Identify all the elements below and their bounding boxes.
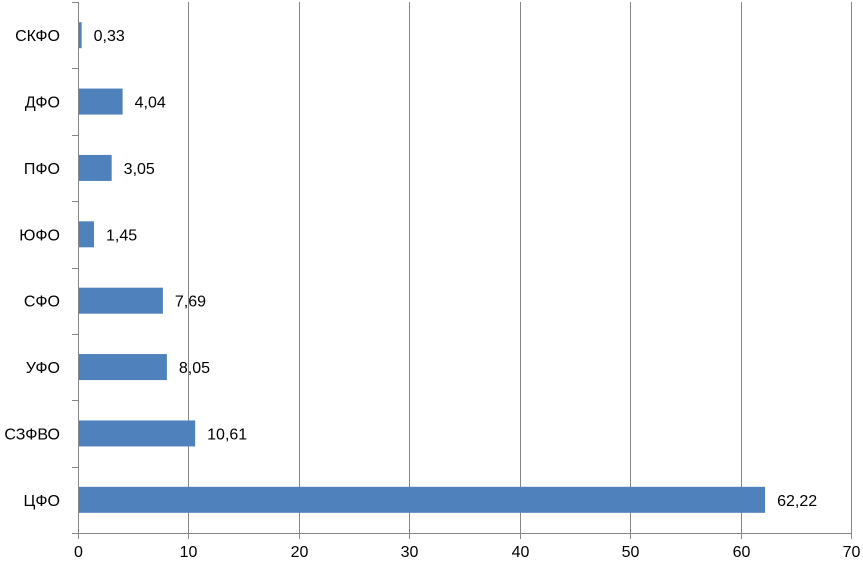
data-label: 8,05 — [179, 360, 210, 377]
category-label: УФО — [26, 360, 60, 377]
category-label: ЦФО — [24, 493, 60, 510]
data-label: 4,04 — [135, 95, 166, 112]
data-label: 0,33 — [94, 28, 125, 45]
bar-7 — [79, 420, 196, 447]
x-tick-label: 10 — [180, 544, 198, 561]
labels: 0 10 20 30 40 50 60 70 СКФО 0,33 ДФО 4,04 ПФО 3,05 ЮФО… — [4, 28, 860, 561]
bar-2 — [79, 88, 123, 115]
category-label: ДФО — [25, 95, 60, 112]
x-tick-label: 0 — [74, 544, 83, 561]
category-label: ПФО — [24, 161, 60, 178]
bar-4 — [79, 221, 95, 248]
data-label: 7,69 — [175, 294, 206, 311]
axes — [72, 2, 852, 539]
x-tick-label: 20 — [291, 544, 309, 561]
category-label: СФО — [24, 294, 60, 311]
category-label: ЮФО — [19, 227, 60, 244]
category-label: СЗФВО — [4, 426, 60, 443]
bar-1 — [79, 22, 82, 49]
bar-3 — [79, 154, 112, 181]
data-label: 1,45 — [106, 227, 137, 244]
bar-5 — [79, 287, 163, 314]
x-tick-label: 70 — [843, 544, 861, 561]
data-label: 10,61 — [207, 426, 247, 443]
data-label: 3,05 — [124, 161, 155, 178]
x-tick-label: 40 — [512, 544, 530, 561]
x-tick-label: 60 — [733, 544, 751, 561]
x-tick-label: 50 — [622, 544, 640, 561]
bars — [79, 22, 766, 513]
bar-6 — [79, 354, 167, 381]
category-label: СКФО — [15, 28, 60, 45]
x-tick-label: 30 — [401, 544, 419, 561]
bar-8 — [79, 486, 766, 513]
data-label: 62,22 — [777, 493, 817, 510]
grid-lines — [188, 2, 852, 533]
